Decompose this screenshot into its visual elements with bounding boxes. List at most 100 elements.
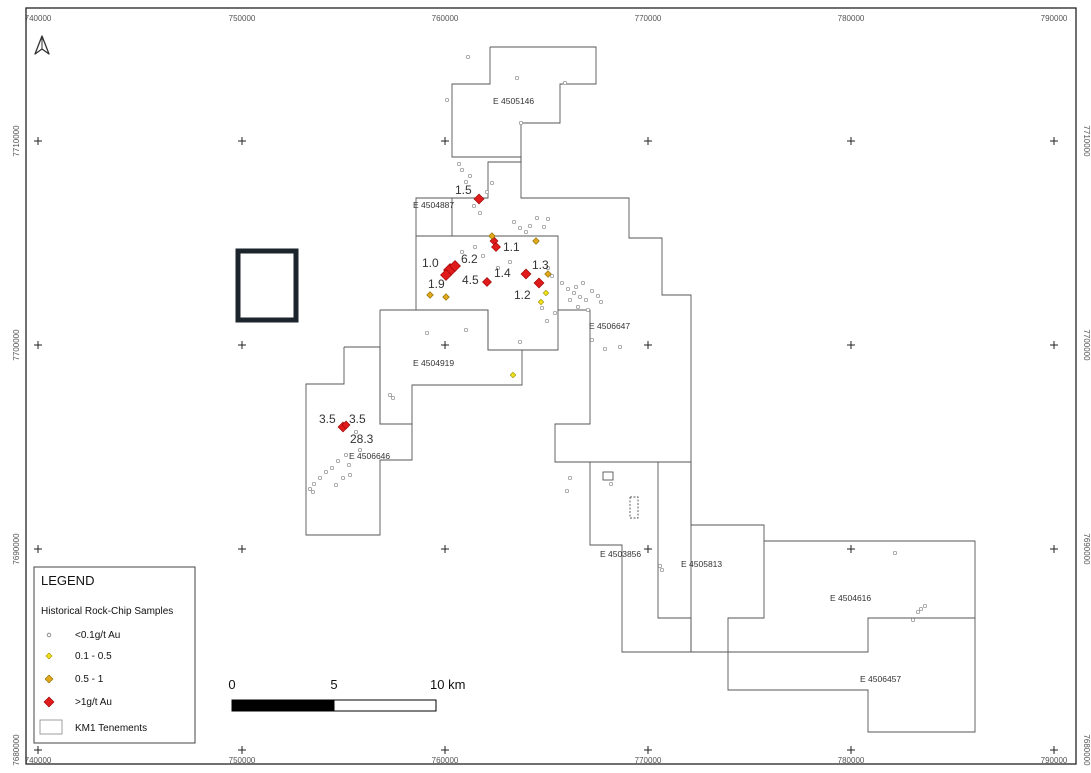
tenement-label: E 4506647 [589,321,630,331]
tenement-label: E 4503856 [600,549,641,559]
sample-point-low [549,273,555,279]
grid-cross [644,137,652,145]
tenement-e4506646 [305,346,413,536]
sample-point-low [307,486,313,492]
tenement-e4506457 [727,618,976,733]
sample-point-low [489,180,495,186]
sample-point-high [533,277,545,289]
sample-point-low [323,469,329,475]
sample-point-low [357,447,363,453]
sample-point-low [509,371,517,379]
sample-point-low [552,310,558,316]
grid-cross [847,341,855,349]
sample-point-high [440,269,452,281]
x-coord-bottom: 780000 [838,756,865,765]
sample-point-low [390,395,396,401]
sample-point-high [482,277,492,287]
sample-point-low [310,489,316,495]
sample-point-low [559,280,565,286]
x-coord-top: 750000 [229,14,256,23]
legend-title: LEGEND [41,573,94,588]
sample-point-low [507,259,513,265]
tenement-small-square [602,471,614,481]
x-coord-top: 740000 [25,14,52,23]
grid-cross [238,545,246,553]
sample-point-high [341,420,351,430]
legend-label: KM1 Tenements [75,723,147,734]
tenement-label: E 4505813 [681,559,722,569]
sample-point-mid [544,270,552,278]
grid-cross [1050,137,1058,145]
sample-value-label: 3.5 [319,412,336,426]
legend: LEGEND Historical Rock-Chip Samples <0.1… [33,566,196,744]
sample-point-low [542,289,550,297]
sample-point-low [571,290,577,296]
tenement-label: E 4505146 [493,96,534,106]
legend-label: <0.1g/t Au [75,630,120,641]
x-coord-bottom: 760000 [432,756,459,765]
tenement-label: E 4504616 [830,593,871,603]
map-frame [25,7,1077,765]
sample-point-low [480,253,486,259]
sample-point-low [459,249,465,255]
grid-cross [238,341,246,349]
x-coord-top: 780000 [838,14,865,23]
sample-point-low [527,223,533,229]
y-coord-right: 7690000 [1082,533,1091,565]
legend-symbol-0-5-1 [44,674,54,684]
sample-point-low [617,344,623,350]
x-coordinate-labels-bottom: 740000 750000 760000 770000 780000 79000… [25,756,1068,765]
sample-point-low [518,120,524,126]
sample-point-high [520,268,532,280]
scale-label-5: 5 [330,677,337,692]
tenement-e4504616 [728,540,976,653]
sample-point-low [892,550,898,556]
grid-cross [1050,545,1058,553]
y-coord-left: 7710000 [12,125,21,157]
tenement-small-dashed [629,496,639,519]
sample-point-mid [426,291,434,299]
scale-bar-black-segment [231,699,335,712]
low-value-samples [307,54,928,623]
sample-point-low [472,244,478,250]
sample-value-label: 28.3 [350,432,374,446]
sample-value-label: 3.5 [349,412,366,426]
x-coord-bottom: 790000 [1041,756,1068,765]
x-coord-bottom: 750000 [229,756,256,765]
sample-point-high [491,242,501,252]
grid-cross [847,746,855,754]
grid-cross [847,137,855,145]
sample-value-label: 4.5 [462,273,479,287]
sample-point-low [347,472,353,478]
legend-box [33,566,196,744]
tenement-boundaries [305,46,976,733]
sample-point-low [335,458,341,464]
y-coord-left: 7700000 [12,329,21,361]
sample-point-low [577,294,583,300]
sample-value-label: 1.5 [455,183,472,197]
legend-subtitle: Historical Rock-Chip Samples [41,606,173,617]
tenement-e4505813 [657,461,765,653]
grid-cross [34,746,42,754]
x-coord-top: 760000 [432,14,459,23]
sample-point-low [511,219,517,225]
sample-point-low [567,297,573,303]
sample-point-low [598,299,604,305]
sample-point-low [537,298,545,306]
sample-value-label: 6.2 [461,252,478,266]
sample-point-low [463,179,469,185]
sample-point-low [495,265,501,271]
sample-point-low [602,346,608,352]
tenement-label: E 4504919 [413,358,454,368]
sample-point-low [514,75,520,81]
legend-symbol-0-1-0-5 [45,652,53,660]
sample-point-mid [532,237,540,245]
sample-point-low [467,173,473,179]
legend-symbol-tenement [39,719,63,735]
sample-point-low [471,203,477,209]
scale-label-10: 10 km [430,677,465,692]
grid-cross [1050,746,1058,754]
legend-label: 0.1 - 0.5 [75,651,112,662]
legend-label: 0.5 - 1 [75,674,104,685]
